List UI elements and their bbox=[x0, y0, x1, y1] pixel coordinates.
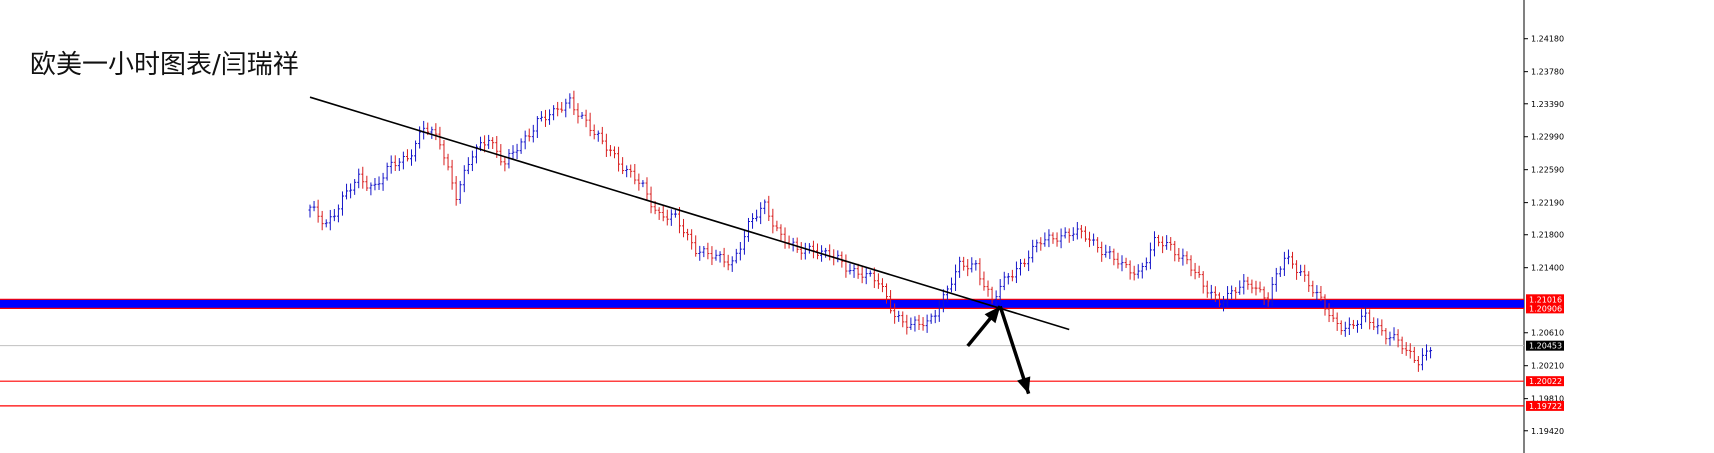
forecast-arrows bbox=[966, 305, 1031, 395]
tick-label: 1.23780 bbox=[1531, 68, 1564, 77]
current-price-label: 1.20453 bbox=[1529, 342, 1562, 351]
level-lines bbox=[0, 298, 1524, 407]
tick-label: 1.22990 bbox=[1531, 133, 1564, 142]
level-badge bbox=[1526, 400, 1564, 411]
forecast-arrow-head bbox=[984, 306, 1001, 324]
level-badge bbox=[1526, 294, 1564, 305]
trendline bbox=[309, 96, 1070, 331]
tick-label: 1.19810 bbox=[1531, 395, 1564, 404]
tick-label: 1.19420 bbox=[1531, 427, 1564, 436]
tick-label: 1.21800 bbox=[1531, 231, 1564, 240]
tick-label: 1.22590 bbox=[1531, 166, 1564, 175]
current-price-badge-bg bbox=[1526, 340, 1564, 351]
support-band bbox=[0, 299, 1524, 309]
level-badge-label: 1.20022 bbox=[1529, 377, 1562, 386]
tick-label: 1.20610 bbox=[1531, 329, 1564, 338]
tick-label: 1.24180 bbox=[1531, 35, 1564, 44]
level-badge-label: 1.19722 bbox=[1529, 402, 1562, 411]
level-badge-label: 1.20906 bbox=[1529, 304, 1562, 313]
tick-label: 1.22190 bbox=[1531, 199, 1564, 208]
level-badge bbox=[1526, 376, 1564, 387]
level-badge bbox=[1526, 303, 1564, 314]
forecast-arrow-head bbox=[1017, 376, 1031, 394]
tick-label: 1.23390 bbox=[1531, 100, 1564, 109]
price-bars bbox=[308, 90, 1433, 372]
level-badge-label: 1.21016 bbox=[1529, 295, 1562, 304]
tick-label: 1.21400 bbox=[1531, 264, 1564, 273]
chart-title: 欧美一小时图表/闫瑞祥 bbox=[30, 50, 299, 80]
price-axis-ticks: 1.24180 1.23780 1.23390 1.22990 1.22590 1.221… bbox=[1524, 35, 1564, 436]
current-price-badge: 1.20453 bbox=[1526, 340, 1564, 351]
tick-label: 1.20210 bbox=[1531, 362, 1564, 371]
